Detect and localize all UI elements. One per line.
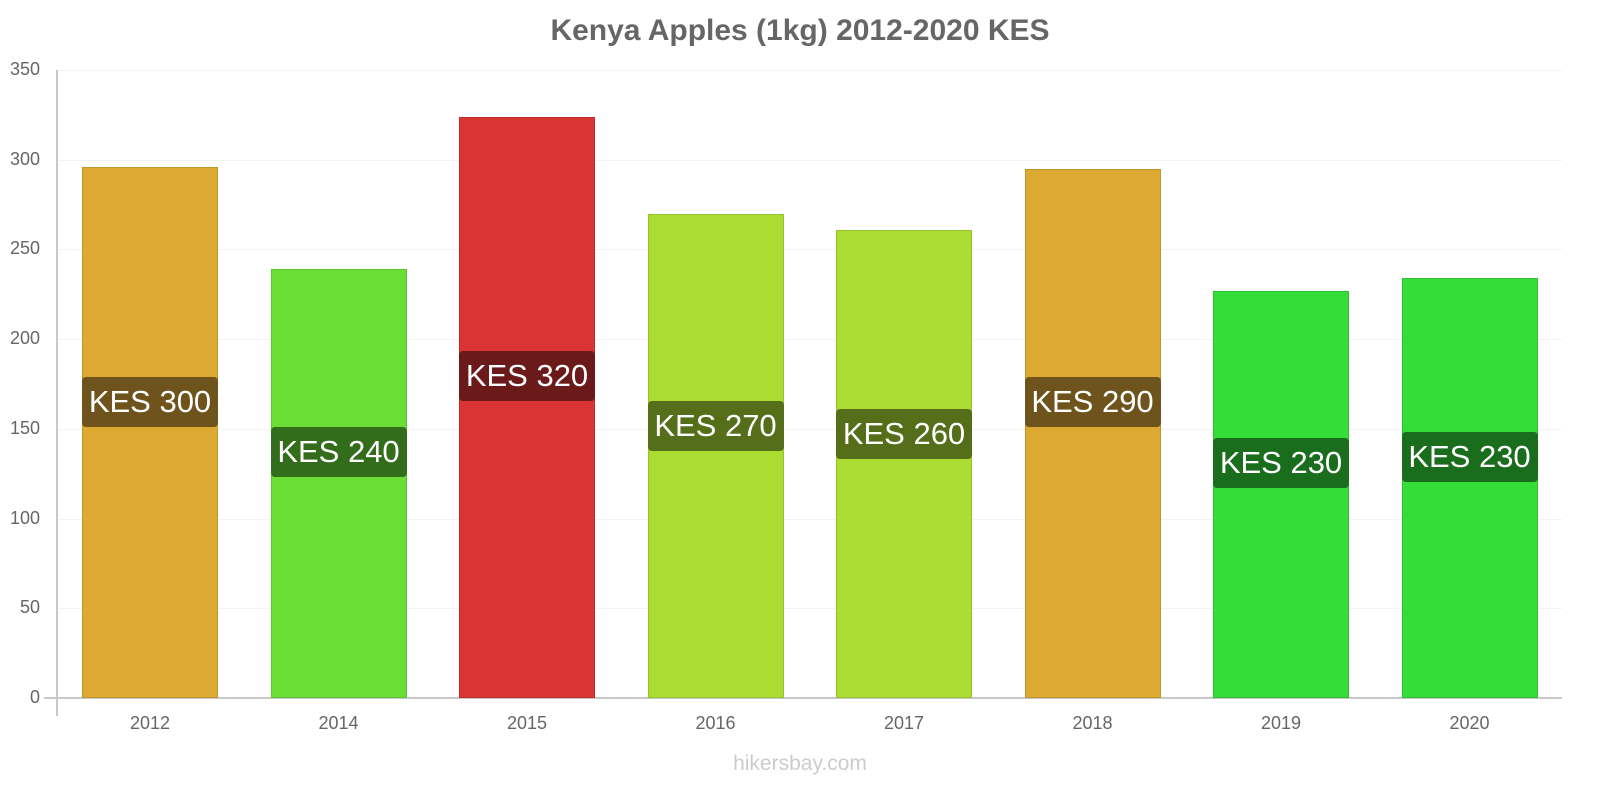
bar-2020[interactable]: [1401, 278, 1538, 698]
y-tick-label: 350: [9, 59, 40, 79]
data-label-2020: KES 230: [1401, 432, 1538, 482]
x-tick-label: 2016: [695, 713, 736, 733]
chart-title: Kenya Apples (1kg) 2012-2020 KES: [550, 14, 1050, 47]
x-tick-label: 2017: [883, 713, 925, 733]
y-tick-label: 50: [19, 597, 40, 618]
gridline: [56, 159, 1562, 161]
gridline: [56, 608, 1562, 610]
bar-2015[interactable]: [459, 116, 595, 698]
y-tick-label: 300: [9, 148, 40, 169]
gridline: [56, 249, 1562, 251]
x-tick-label: 2014: [318, 713, 359, 733]
data-label-2018: KES 290: [1024, 377, 1161, 427]
y-tick-label: 250: [9, 238, 40, 259]
bar-2018[interactable]: [1024, 168, 1161, 698]
y-tick-label: 100: [9, 507, 40, 528]
data-label-2017: KES 260: [836, 409, 972, 459]
bar-2019[interactable]: [1213, 290, 1349, 698]
y-tick-label: 150: [9, 417, 40, 438]
data-label-2019: KES 230: [1213, 438, 1349, 488]
x-tick-label: 2020: [1449, 713, 1490, 733]
x-tick-label: 2015: [506, 713, 548, 733]
y-tick-label: 0: [29, 687, 40, 707]
data-label-2015: KES 320: [459, 351, 595, 401]
y-axis: [56, 70, 58, 716]
gridline: [56, 518, 1562, 520]
bar-2012[interactable]: [82, 166, 218, 698]
x-tick-label: 2019: [1260, 713, 1302, 733]
gridline: [56, 339, 1562, 341]
x-tick-label: 2012: [129, 713, 171, 733]
x-axis: [44, 697, 1562, 699]
y-tick-label: 200: [9, 328, 40, 349]
data-label-2016: KES 270: [647, 401, 784, 451]
data-label-2012: KES 300: [82, 377, 218, 427]
x-tick-label: 2018: [1072, 713, 1113, 733]
watermark: hikersbay.com: [733, 752, 867, 775]
bar-2017[interactable]: [836, 229, 972, 698]
data-label-2014: KES 240: [270, 427, 407, 477]
bar-2016[interactable]: [647, 213, 784, 698]
bar-2014[interactable]: [270, 269, 407, 698]
gridline: [56, 428, 1562, 430]
gridline: [56, 70, 1562, 71]
